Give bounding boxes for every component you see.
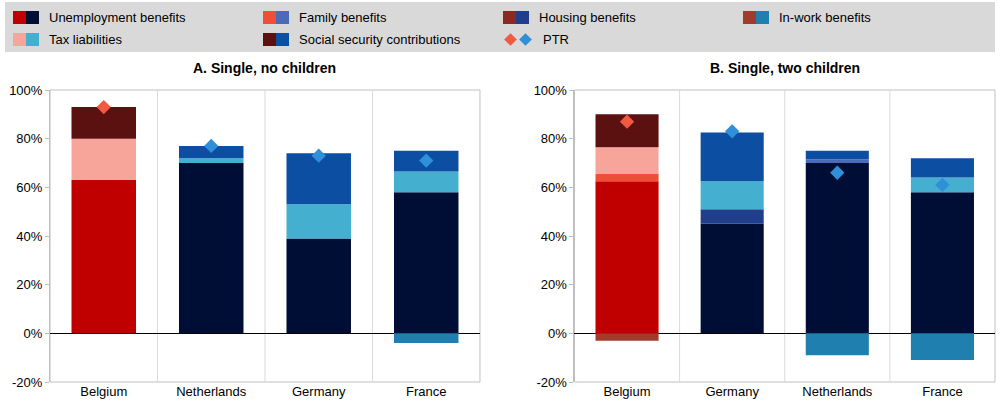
svg-text:A. Single, no children: A. Single, no children (193, 60, 336, 76)
svg-text:80%: 80% (16, 131, 42, 146)
svg-text:40%: 40% (16, 229, 42, 244)
svg-text:Netherlands: Netherlands (176, 384, 247, 399)
html-text:Family benefits: Family benefits (299, 9, 387, 25)
svg-text:B. Single, two children: B. Single, two children (710, 60, 860, 76)
svg-text:Netherlands: Netherlands (802, 384, 873, 399)
svg-text:100%: 100% (9, 83, 43, 98)
html-text:Unemployment benefits: Unemployment benefits (49, 9, 186, 25)
svg-text:40%: 40% (541, 229, 567, 244)
html-text:In-work benefits: In-work benefits (779, 9, 871, 25)
svg-text:20%: 20% (16, 277, 42, 292)
svg-text:0%: 0% (548, 326, 567, 341)
svg-text:60%: 60% (16, 180, 42, 195)
svg-text:Belgium: Belgium (80, 384, 127, 399)
html-text:Tax liabilities: Tax liabilities (49, 31, 122, 47)
svg-text:-20%: -20% (537, 375, 568, 390)
svg-text:80%: 80% (541, 131, 567, 146)
svg-text:Germany: Germany (292, 384, 346, 399)
svg-text:France: France (406, 384, 446, 399)
svg-text:0%: 0% (24, 326, 43, 341)
svg-text:100%: 100% (534, 83, 568, 98)
svg-text:20%: 20% (541, 277, 567, 292)
svg-text:60%: 60% (541, 180, 567, 195)
svg-text:Germany: Germany (705, 384, 759, 399)
svg-text:Belgium: Belgium (604, 384, 651, 399)
html-text:Housing benefits: Housing benefits (539, 9, 636, 25)
html-text:Social security contributions: Social security contributions (299, 31, 461, 47)
html-text:PTR: PTR (543, 31, 569, 47)
svg-text:-20%: -20% (12, 375, 43, 390)
svg-text:France: France (922, 384, 962, 399)
